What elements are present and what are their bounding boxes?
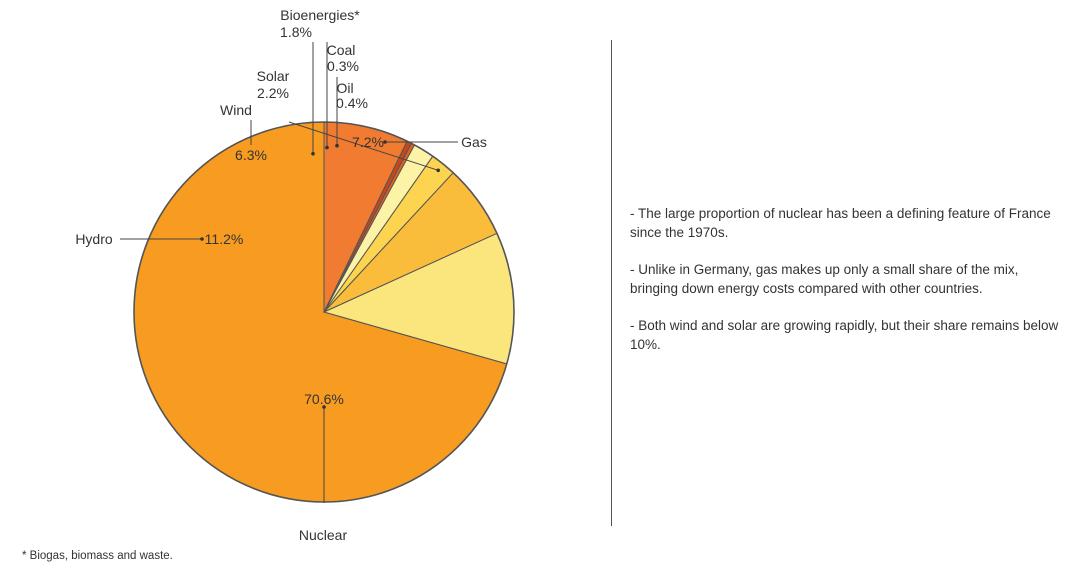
divider-line [611, 40, 612, 526]
value-label-hydro: 11.2% [205, 231, 244, 247]
name-label-coal: Coal [327, 42, 356, 58]
leader-dot-nuclear [322, 405, 326, 409]
commentary: - The large proportion of nuclear has be… [630, 204, 1060, 372]
leader-solar [288, 121, 439, 171]
footnote: * Biogas, biomass and waste. [22, 550, 173, 562]
value-label-coal: 0.3% [327, 58, 359, 74]
name-label-gas: Gas [461, 134, 487, 150]
leader-dot-gas [383, 140, 387, 144]
leader-dot-bioenergies [311, 151, 315, 156]
note-gas: - Unlike in Germany, gas makes up only a… [630, 262, 1019, 296]
value-label-nuclear: 70.6% [304, 391, 344, 407]
note-nuclear: - The large proportion of nuclear has be… [630, 206, 1051, 240]
value-label-bioenergies: 1.8% [280, 24, 312, 40]
label-leaders [120, 42, 458, 503]
name-label-bioenergies: Bioenergies* [280, 7, 360, 23]
value-label-wind: 6.3% [235, 147, 267, 163]
value-label-gas: 7.2% [352, 134, 384, 150]
leader-dot-hydro [200, 237, 204, 241]
value-label-solar: 2.2% [257, 85, 289, 101]
leader-dot-solar [436, 168, 441, 173]
leader-dot-oil [335, 143, 339, 148]
name-label-hydro: Hydro [75, 231, 113, 247]
leader-dot-coal [325, 145, 329, 150]
value-label-oil: 0.4% [336, 95, 368, 111]
name-label-nuclear: Nuclear [299, 527, 348, 543]
name-label-oil: Oil [336, 80, 353, 96]
name-label-solar: Solar [257, 68, 290, 84]
note-renewables: - Both wind and solar are growing rapidl… [630, 318, 1059, 352]
name-label-wind: Wind [220, 102, 252, 118]
pie-slices [133, 121, 515, 503]
